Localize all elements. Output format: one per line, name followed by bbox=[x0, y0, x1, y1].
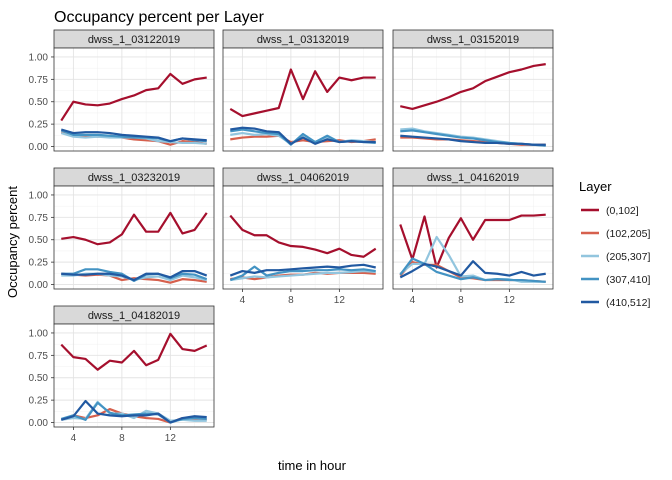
panel-background bbox=[393, 48, 553, 151]
facet-strip-label: dwss_1_04062019 bbox=[257, 172, 349, 184]
y-tick-label: 0.75 bbox=[29, 75, 49, 86]
facet-panel: dwss_1_03132019 bbox=[222, 29, 384, 152]
facet-panel: dwss_1_03122019 0.00 0.25 0.50 0.75 1.00 bbox=[29, 29, 215, 153]
facet-panel: dwss_1_03152019 bbox=[392, 29, 554, 152]
y-tick-label: 0.75 bbox=[29, 213, 49, 224]
legend-label: (205,307] bbox=[606, 251, 650, 263]
legend: Layer (0,102] (102,205] (205,307] (307,410]… bbox=[579, 179, 650, 309]
panel-border bbox=[222, 47, 384, 152]
facet-panel: dwss_1_03232019 0.00 0.25 0.50 0.75 1.00 bbox=[29, 167, 215, 291]
series-line bbox=[229, 214, 377, 258]
panel-background bbox=[54, 324, 214, 427]
series-line bbox=[229, 265, 376, 282]
series-line bbox=[400, 63, 546, 111]
facet-panel: dwss_1_04062019 4 8 12 bbox=[222, 167, 384, 306]
facet-strip-label: dwss_1_03122019 bbox=[88, 34, 180, 46]
series-line bbox=[61, 269, 208, 282]
legend-label: (0,102] bbox=[606, 205, 639, 217]
panel-border bbox=[392, 47, 554, 152]
y-tick-label: 0.75 bbox=[29, 351, 49, 362]
facet-strip-label: dwss_1_03132019 bbox=[257, 34, 349, 46]
x-axis-title: time in hour bbox=[278, 458, 347, 473]
panel-border bbox=[53, 47, 215, 152]
facet-strip-label: dwss_1_04182019 bbox=[88, 310, 180, 322]
legend-title: Layer bbox=[579, 179, 612, 194]
series-line bbox=[230, 269, 376, 282]
y-tick-label: 0.00 bbox=[29, 418, 49, 429]
series-line bbox=[399, 213, 546, 269]
x-tick-label: 8 bbox=[288, 295, 294, 306]
series-line bbox=[60, 332, 208, 371]
legend-label: (307,410] bbox=[606, 274, 650, 286]
x-tick-label: 8 bbox=[119, 433, 125, 444]
series-line bbox=[60, 128, 207, 143]
chart-title: Occupancy percent per Layer bbox=[54, 9, 265, 26]
panels-layer: dwss_1_031220190.000.250.500.751.00dwss_… bbox=[29, 29, 554, 444]
y-tick-label: 1.00 bbox=[29, 52, 49, 63]
x-tick-label: 12 bbox=[334, 295, 346, 306]
facet-panel: dwss_1_04162019 4 8 12 bbox=[392, 167, 554, 306]
y-tick-label: 0.00 bbox=[29, 280, 49, 291]
series-line bbox=[229, 68, 376, 118]
series-line bbox=[60, 72, 207, 122]
y-tick-label: 0.25 bbox=[29, 258, 49, 269]
series-line bbox=[60, 399, 207, 424]
y-tick-label: 0.25 bbox=[29, 396, 49, 407]
facet-panel: dwss_1_04182019 0.00 0.25 0.50 0.75 1.00 4 8 12 bbox=[29, 305, 215, 444]
y-tick-label: 0.50 bbox=[29, 373, 49, 384]
x-tick-label: 12 bbox=[504, 295, 516, 306]
panel-border bbox=[222, 185, 384, 290]
series-line bbox=[230, 126, 376, 145]
legend-label: (410,512] bbox=[606, 297, 650, 309]
series-line bbox=[229, 263, 376, 277]
x-tick-label: 4 bbox=[71, 433, 77, 444]
x-tick-label: 4 bbox=[240, 295, 246, 306]
series-line bbox=[400, 134, 546, 146]
series-line bbox=[61, 211, 208, 246]
panel-border bbox=[53, 323, 215, 428]
panel-border bbox=[53, 185, 215, 290]
y-tick-label: 0.25 bbox=[29, 120, 49, 131]
legend-label: (102,205] bbox=[606, 228, 650, 240]
facet-strip-label: dwss_1_04162019 bbox=[427, 172, 519, 184]
y-tick-label: 0.50 bbox=[29, 235, 49, 246]
series-line bbox=[399, 260, 546, 279]
y-tick-label: 0.50 bbox=[29, 97, 49, 108]
y-tick-label: 1.00 bbox=[29, 190, 49, 201]
x-tick-label: 4 bbox=[410, 295, 416, 306]
panel-border bbox=[392, 185, 554, 290]
y-tick-label: 0.00 bbox=[29, 142, 49, 153]
y-tick-label: 1.00 bbox=[29, 328, 49, 339]
facet-strip-label: dwss_1_03232019 bbox=[88, 172, 180, 184]
x-tick-label: 8 bbox=[458, 295, 464, 306]
y-axis-title: Occupancy percent bbox=[5, 186, 20, 298]
x-tick-label: 12 bbox=[165, 433, 177, 444]
facet-strip-label: dwss_1_03152019 bbox=[427, 34, 519, 46]
